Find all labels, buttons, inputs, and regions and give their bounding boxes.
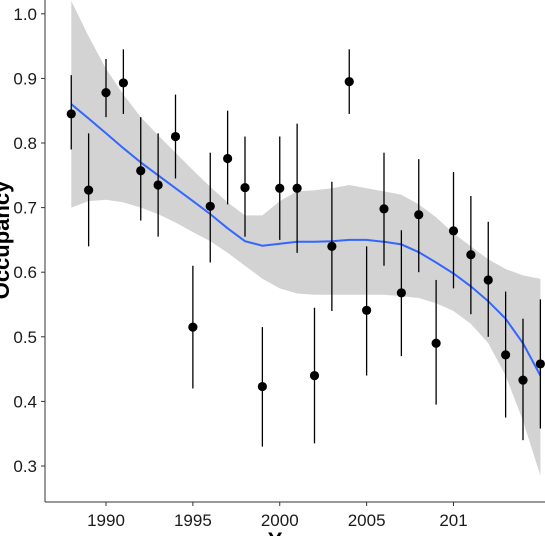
data-point xyxy=(153,180,163,190)
data-point xyxy=(292,183,302,193)
x-tick-label: 2005 xyxy=(348,511,386,530)
data-point xyxy=(518,375,528,385)
y-tick-label: 0.9 xyxy=(13,69,37,88)
x-ticks: 1990 1995 2000 2005 201 xyxy=(87,502,468,530)
data-point xyxy=(309,370,320,381)
data-point xyxy=(205,201,215,211)
data-point xyxy=(257,381,267,392)
data-point xyxy=(170,131,181,142)
data-point xyxy=(66,109,76,119)
data-point xyxy=(101,88,111,98)
y-tick-label: 0.8 xyxy=(13,134,37,153)
data-point xyxy=(431,338,441,348)
data-point xyxy=(136,166,146,176)
y-axis-title: Occupancy xyxy=(0,180,14,299)
data-point xyxy=(396,288,406,298)
x-tick-label: 1995 xyxy=(174,511,212,530)
y-tick-label: 0.6 xyxy=(13,263,37,282)
data-point xyxy=(188,322,198,332)
x-axis-title: Year xyxy=(268,528,315,536)
data-point xyxy=(84,185,94,195)
confidence-band-layer xyxy=(71,0,541,476)
x-tick-label: 201 xyxy=(439,511,467,530)
data-point xyxy=(240,182,250,193)
y-ticks: 0.3 0.4 0.5 0.6 0.7 0.8 0.9 1.0 xyxy=(13,5,45,476)
data-point xyxy=(344,77,354,87)
data-point xyxy=(362,305,372,315)
data-point xyxy=(535,359,545,369)
data-point xyxy=(223,153,233,164)
y-tick-label: 0.3 xyxy=(13,457,37,476)
data-point xyxy=(501,350,511,360)
confidence-band xyxy=(71,0,541,476)
x-tick-label: 2000 xyxy=(261,511,299,530)
data-point xyxy=(275,183,285,193)
y-tick-label: 0.4 xyxy=(13,392,37,411)
data-point xyxy=(118,78,128,88)
data-point xyxy=(448,226,459,236)
x-tick-label: 1990 xyxy=(87,511,125,530)
data-point xyxy=(327,241,337,251)
y-tick-label: 0.5 xyxy=(13,328,37,347)
y-tick-label: 1.0 xyxy=(13,5,37,24)
point-layer xyxy=(66,77,545,392)
y-tick-label: 0.7 xyxy=(13,199,37,218)
smooth-trend-line xyxy=(70,103,542,377)
data-point xyxy=(379,204,389,214)
data-point xyxy=(414,210,424,220)
data-point xyxy=(466,250,476,260)
smooth-line-layer xyxy=(70,103,542,377)
data-point xyxy=(483,275,493,285)
